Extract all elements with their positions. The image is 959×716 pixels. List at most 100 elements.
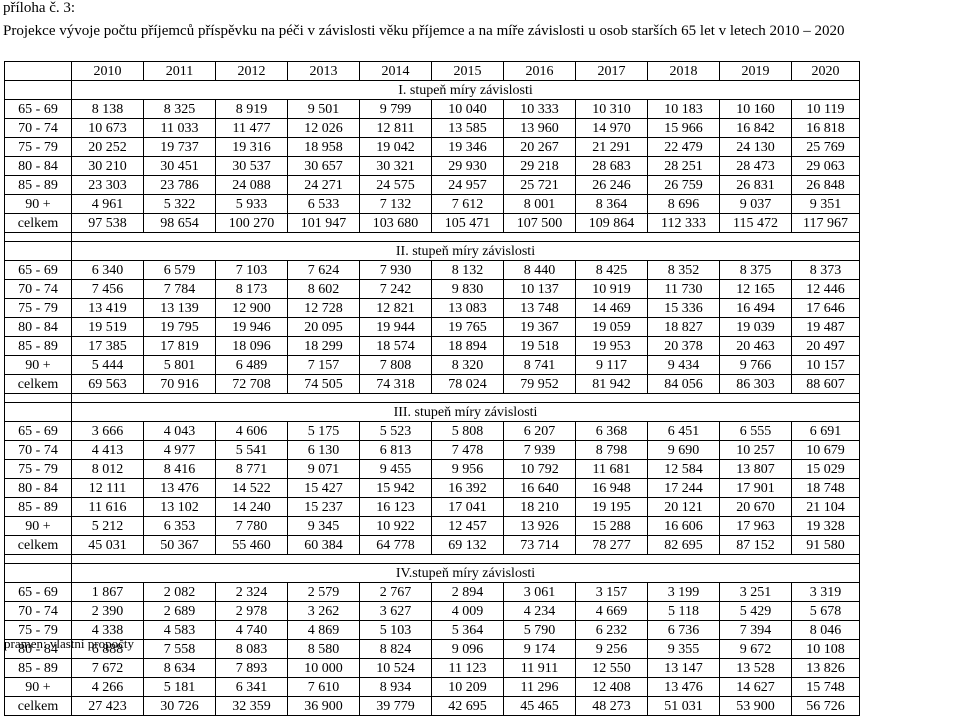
value-cell: 82 695 — [647, 535, 720, 555]
value-cell: 2 579 — [287, 582, 360, 602]
value-cell: 7 157 — [287, 355, 360, 375]
year-header-row: 2010 2011 2012 2013 2014 2015 2016 2017 2018 2019… — [4, 61, 860, 81]
value-cell: 10 000 — [287, 658, 360, 678]
table-row: 70 - 74 4 413 4 977 5 541 6 130 6 813 7 478 7 9… — [4, 440, 860, 460]
value-cell: 19 195 — [575, 497, 648, 517]
value-cell: 98 654 — [143, 213, 216, 233]
table-row: 65 - 69 3 666 4 043 4 606 5 175 5 523 5 808 6 2… — [4, 421, 860, 441]
value-cell: 15 966 — [647, 118, 720, 138]
value-cell: 14 469 — [575, 298, 648, 318]
year-header: 2018 — [647, 61, 720, 81]
age-group-label: 85 - 89 — [4, 175, 72, 195]
value-cell: 9 071 — [287, 459, 360, 479]
value-cell: 78 024 — [431, 374, 504, 394]
value-cell: 4 606 — [215, 421, 288, 441]
value-cell: 19 946 — [215, 317, 288, 337]
value-cell: 9 355 — [647, 639, 720, 659]
value-cell: 13 585 — [431, 118, 504, 138]
value-cell: 8 012 — [71, 459, 144, 479]
value-cell: 4 234 — [503, 601, 576, 621]
value-cell: 20 378 — [647, 336, 720, 356]
value-cell: 15 288 — [575, 516, 648, 536]
value-cell: 7 610 — [287, 677, 360, 697]
value-cell: 9 037 — [719, 194, 792, 214]
value-cell: 3 319 — [791, 582, 860, 602]
age-group-label: 80 - 84 — [4, 317, 72, 337]
value-cell: 84 056 — [647, 374, 720, 394]
value-cell: 15 237 — [287, 497, 360, 517]
value-cell: 50 367 — [143, 535, 216, 555]
gap-cell — [4, 232, 72, 242]
age-group-label: 90 + — [4, 355, 72, 375]
value-cell: 8 375 — [719, 260, 792, 280]
value-cell: 16 392 — [431, 478, 504, 498]
value-cell: 20 497 — [791, 336, 860, 356]
value-cell: 8 046 — [791, 620, 860, 640]
value-cell: 20 670 — [719, 497, 792, 517]
year-header: 2017 — [575, 61, 648, 81]
value-cell: 8 634 — [143, 658, 216, 678]
value-cell: 91 580 — [791, 535, 860, 555]
value-cell: 10 673 — [71, 118, 144, 138]
table-row: 65 - 69 1 867 2 082 2 324 2 579 2 767 2 894 3 0… — [4, 582, 860, 602]
value-cell: 7 394 — [719, 620, 792, 640]
value-cell: 2 978 — [215, 601, 288, 621]
value-cell: 16 640 — [503, 478, 576, 498]
value-cell: 5 801 — [143, 355, 216, 375]
value-cell: 3 666 — [71, 421, 144, 441]
value-cell: 5 808 — [431, 421, 504, 441]
value-cell: 9 434 — [647, 355, 720, 375]
value-cell: 19 765 — [431, 317, 504, 337]
value-cell: 11 033 — [143, 118, 216, 138]
value-cell: 45 031 — [71, 535, 144, 555]
value-cell: 60 384 — [287, 535, 360, 555]
section-title: II. stupeň míry závislosti — [71, 241, 860, 261]
table-row: 70 - 74 10 673 11 033 11 477 12 026 12 811 13 … — [4, 118, 860, 138]
value-cell: 7 784 — [143, 279, 216, 299]
value-cell: 13 083 — [431, 298, 504, 318]
value-cell: 8 083 — [215, 639, 288, 659]
document-title: Projekce vývoje počtu příjemců příspěvku… — [3, 23, 845, 39]
value-cell: 39 779 — [359, 696, 432, 716]
value-cell: 9 956 — [431, 459, 504, 479]
age-group-label: 80 - 84 — [4, 478, 72, 498]
value-cell: 7 478 — [431, 440, 504, 460]
age-group-label: 70 - 74 — [4, 279, 72, 299]
value-cell: 9 830 — [431, 279, 504, 299]
value-cell: 6 736 — [647, 620, 720, 640]
value-cell: 16 123 — [359, 497, 432, 517]
value-cell: 6 489 — [215, 355, 288, 375]
value-cell: 19 042 — [359, 137, 432, 157]
section-label-blank — [4, 402, 72, 422]
value-cell: 24 088 — [215, 175, 288, 195]
value-cell: 16 606 — [647, 516, 720, 536]
value-cell: 8 173 — [215, 279, 288, 299]
value-cell: 13 139 — [143, 298, 216, 318]
value-cell: 4 977 — [143, 440, 216, 460]
value-cell: 17 819 — [143, 336, 216, 356]
value-cell: 55 460 — [215, 535, 288, 555]
value-cell: 16 948 — [575, 478, 648, 498]
year-header: 2016 — [503, 61, 576, 81]
value-cell: 7 612 — [431, 194, 504, 214]
gap-cell — [71, 554, 860, 564]
gap-cell — [71, 232, 860, 242]
value-cell: 14 240 — [215, 497, 288, 517]
value-cell: 13 960 — [503, 118, 576, 138]
value-cell: 9 256 — [575, 639, 648, 659]
value-cell: 5 444 — [71, 355, 144, 375]
value-cell: 10 679 — [791, 440, 860, 460]
value-cell: 10 157 — [791, 355, 860, 375]
value-cell: 4 043 — [143, 421, 216, 441]
value-cell: 11 123 — [431, 658, 504, 678]
value-cell: 14 627 — [719, 677, 792, 697]
value-cell: 9 672 — [719, 639, 792, 659]
value-cell: 5 429 — [719, 601, 792, 621]
section-gap — [4, 393, 860, 403]
value-cell: 4 869 — [287, 620, 360, 640]
value-cell: 19 346 — [431, 137, 504, 157]
value-cell: 7 808 — [359, 355, 432, 375]
value-cell: 5 678 — [791, 601, 860, 621]
value-cell: 30 321 — [359, 156, 432, 176]
value-cell: 12 026 — [287, 118, 360, 138]
